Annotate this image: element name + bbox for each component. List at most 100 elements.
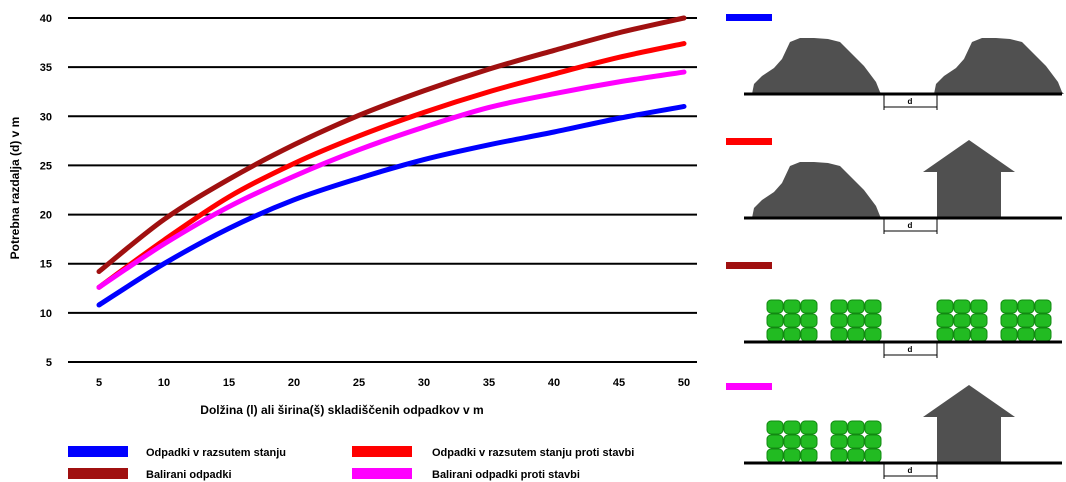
bale xyxy=(1034,327,1052,342)
bale xyxy=(783,299,801,314)
bale xyxy=(783,327,801,342)
x-tick-label: 30 xyxy=(418,377,430,389)
bale xyxy=(783,434,801,449)
bale xyxy=(800,313,818,328)
legend: Odpadki v razsutem stanju Odpadki v razsu… xyxy=(68,446,634,481)
bale xyxy=(830,434,848,449)
bale xyxy=(864,448,882,463)
bale xyxy=(864,420,882,435)
x-tick-label: 45 xyxy=(613,377,625,389)
bale xyxy=(783,420,801,435)
bale xyxy=(830,313,848,328)
bale xyxy=(1034,313,1052,328)
bale xyxy=(864,327,882,342)
y-tick-label: 30 xyxy=(40,111,52,123)
legend-label: Balirani odpadki xyxy=(146,469,232,481)
distance-marker xyxy=(883,94,938,110)
bale xyxy=(1017,313,1035,328)
legend-label: Odpadki v razsutem stanju xyxy=(146,447,286,459)
panel-color-key xyxy=(726,138,772,145)
bale xyxy=(847,327,865,342)
bale xyxy=(1034,299,1052,314)
bale xyxy=(847,420,865,435)
bale xyxy=(1000,313,1018,328)
x-tick-label: 15 xyxy=(223,377,235,389)
legend-label: Odpadki v razsutem stanju proti stavbi xyxy=(432,447,634,459)
x-tick-label: 5 xyxy=(96,377,102,389)
bale xyxy=(864,313,882,328)
waste-pile-icon xyxy=(752,162,882,218)
bale xyxy=(1017,327,1035,342)
bale xyxy=(766,327,784,342)
bale xyxy=(1000,327,1018,342)
bale xyxy=(953,313,971,328)
bale xyxy=(970,313,988,328)
gridlines xyxy=(68,17,697,363)
series-lines xyxy=(96,15,687,308)
legend-swatch xyxy=(68,468,128,479)
y-tick-label: 15 xyxy=(40,259,52,271)
bale xyxy=(766,448,784,463)
y-tick-label: 35 xyxy=(40,62,52,74)
panel-color-key xyxy=(726,262,772,269)
x-axis-ticks: 5 10 15 20 25 30 35 40 45 50 xyxy=(96,377,690,389)
bale xyxy=(783,448,801,463)
y-tick-label: 20 xyxy=(40,210,52,222)
bale xyxy=(847,448,865,463)
legend-swatch xyxy=(68,446,128,457)
x-tick-label: 20 xyxy=(288,377,300,389)
waste-pile-icon xyxy=(752,38,882,94)
bale xyxy=(953,327,971,342)
legend-swatch xyxy=(352,468,412,479)
x-tick-label: 50 xyxy=(678,377,690,389)
y-tick-label: 25 xyxy=(40,160,52,172)
bale xyxy=(766,420,784,435)
x-tick-label: 35 xyxy=(483,377,495,389)
distance-label: d xyxy=(908,97,913,106)
bale xyxy=(830,420,848,435)
legend-swatch xyxy=(352,446,412,457)
bale xyxy=(800,420,818,435)
bale xyxy=(800,327,818,342)
y-tick-label: 40 xyxy=(40,13,52,25)
bale xyxy=(864,299,882,314)
bale xyxy=(766,299,784,314)
bale xyxy=(936,313,954,328)
bale xyxy=(800,448,818,463)
series-line-2 xyxy=(96,41,687,290)
x-tick-label: 40 xyxy=(548,377,560,389)
bale xyxy=(800,434,818,449)
building-icon xyxy=(923,140,1015,218)
bale xyxy=(766,434,784,449)
bale xyxy=(970,327,988,342)
bale xyxy=(864,434,882,449)
bale xyxy=(1017,299,1035,314)
bale xyxy=(847,313,865,328)
panel-color-key xyxy=(726,14,772,21)
bale xyxy=(830,327,848,342)
distance-diagrams: d d d d xyxy=(726,14,1064,479)
x-tick-label: 10 xyxy=(158,377,170,389)
panel-color-key xyxy=(726,383,772,390)
x-tick-label: 25 xyxy=(353,377,365,389)
diagram-panel-1: d xyxy=(726,14,1064,110)
series-line-3 xyxy=(96,15,687,275)
bale xyxy=(800,299,818,314)
bale xyxy=(783,313,801,328)
distance-label: d xyxy=(908,345,913,354)
line-chart: 5 10 15 20 25 30 35 40 5 10 15 20 25 30 35 40 45 50 Potr… xyxy=(8,13,697,417)
bale xyxy=(936,327,954,342)
bale xyxy=(830,448,848,463)
y-axis-ticks: 5 10 15 20 25 30 35 40 xyxy=(40,13,52,369)
x-axis-title: Dolžina (l) ali širina(š) skladiščenih o… xyxy=(200,403,483,417)
bale xyxy=(847,434,865,449)
distance-label: d xyxy=(908,466,913,475)
building-icon xyxy=(923,385,1015,463)
bale xyxy=(847,299,865,314)
bale xyxy=(830,299,848,314)
diagram-panel-3: d xyxy=(726,262,1062,358)
diagram-panel-4: d xyxy=(726,383,1062,479)
bale xyxy=(1000,299,1018,314)
series-line-1 xyxy=(96,103,687,308)
